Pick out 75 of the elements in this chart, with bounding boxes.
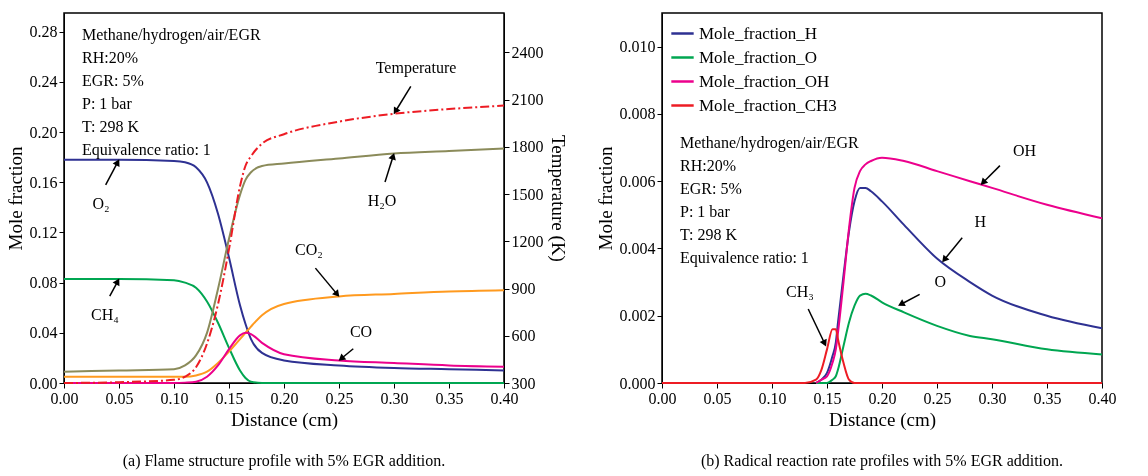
annotation: Equivalence ratio: 1	[680, 249, 809, 267]
text: (a) Flame structure profile with 5% EGR addition.	[122, 452, 446, 470]
annotation: Methane/hydrogen/air/EGR	[82, 26, 261, 44]
annotation: EGR: 5%	[82, 72, 144, 89]
x-tick-label: 0.25	[923, 389, 952, 407]
y-axis-title: Mole fraction	[594, 146, 616, 251]
x-tick-label: 0.25	[325, 389, 354, 407]
x-tick-label: 0.05	[703, 389, 732, 407]
y-tick-label: 0.002	[619, 307, 656, 325]
y-tick-label: 0.004	[619, 239, 656, 257]
x-tick-label: 0.10	[160, 389, 189, 407]
annotation: Methane/hydrogen/air/EGR	[680, 134, 859, 152]
x-tick-label: 0.35	[1033, 389, 1062, 407]
y-tick-label: 0.000	[619, 374, 656, 392]
x-tick-label: 0.30	[978, 389, 1007, 407]
annotation: EGR: 5%	[680, 180, 742, 197]
x-tick-label: 0.20	[270, 389, 299, 407]
annotation: O	[934, 272, 947, 290]
text: O₂	[92, 194, 110, 212]
series-label: CO	[349, 323, 373, 341]
y-tick-label: 0.12	[29, 223, 58, 241]
x-axis-title: Distance (cm)	[828, 408, 937, 431]
legend-label: Mole_fraction_H	[699, 23, 818, 43]
annotation: P: 1 bar	[680, 203, 731, 220]
x-tick-label: 0.30	[380, 389, 409, 407]
x-tick-label: 0.00	[648, 389, 677, 407]
line-series	[815, 292, 1103, 384]
y-tick-label: 0.16	[29, 173, 58, 191]
text: (b) Radical reaction rate profiles with 5% EGR addition.	[700, 452, 1064, 470]
y2-tick-label: 900	[511, 280, 536, 298]
legend-label: Mole_fraction_OH	[699, 71, 830, 91]
y-tick-label: 0.20	[29, 123, 58, 141]
annotation: RH:20%	[680, 157, 736, 174]
y2-tick-label: 1500	[511, 185, 544, 203]
x-tick-label: 0.10	[758, 389, 787, 407]
x-tick-label: 0.35	[435, 389, 464, 407]
annotation: T: 298 K	[82, 118, 140, 135]
annotation: OH	[1013, 141, 1037, 159]
y2-tick-label: 1800	[511, 138, 544, 156]
y2-tick-label: 300	[511, 374, 536, 392]
y2-tick-label: 1200	[511, 232, 544, 250]
y-axis-title: Mole fraction	[4, 146, 26, 251]
x-tick-label: 0.40	[490, 389, 519, 407]
legend-label: Mole_fraction_CH3	[699, 95, 837, 115]
text: Temperature	[375, 58, 457, 77]
text: H₂O	[367, 192, 397, 210]
y2-tick-label: 600	[511, 327, 536, 345]
y2-axis-title: Temperature (K)	[546, 135, 569, 262]
annotation: CH₃	[785, 283, 814, 300]
y-tick-label: 0.010	[619, 38, 656, 56]
annotation: RH:20%	[82, 49, 138, 66]
y-tick-label: 0.006	[619, 172, 656, 190]
x-axis-title: Distance (cm)	[230, 408, 339, 431]
x-tick-label: 0.15	[813, 389, 842, 407]
annotation: P: 1 bar	[82, 95, 133, 112]
y-tick-label: 0.04	[29, 324, 58, 342]
x-tick-label: 0.00	[50, 389, 79, 407]
x-tick-label: 0.05	[105, 389, 134, 407]
y-tick-label: 0.008	[619, 105, 656, 123]
y-tick-label: 0.08	[29, 274, 58, 292]
x-tick-label: 0.40	[1088, 389, 1117, 407]
y-tick-label: 0.00	[29, 374, 58, 392]
y-tick-label: 0.28	[29, 23, 58, 41]
x-tick-label: 0.15	[215, 389, 244, 407]
line-series	[63, 289, 505, 378]
annotation: Equivalence ratio: 1	[82, 141, 211, 159]
series-label: CH₄	[91, 305, 120, 323]
y-tick-label: 0.24	[29, 73, 58, 91]
x-tick-label: 0.20	[868, 389, 897, 407]
annotation: T: 298 K	[680, 226, 738, 243]
text: CO₂	[295, 241, 323, 259]
y2-tick-label: 2100	[511, 91, 544, 109]
y2-tick-label: 2400	[511, 43, 544, 61]
annotation: H	[974, 212, 987, 230]
legend-label: Mole_fraction_O	[699, 47, 818, 67]
